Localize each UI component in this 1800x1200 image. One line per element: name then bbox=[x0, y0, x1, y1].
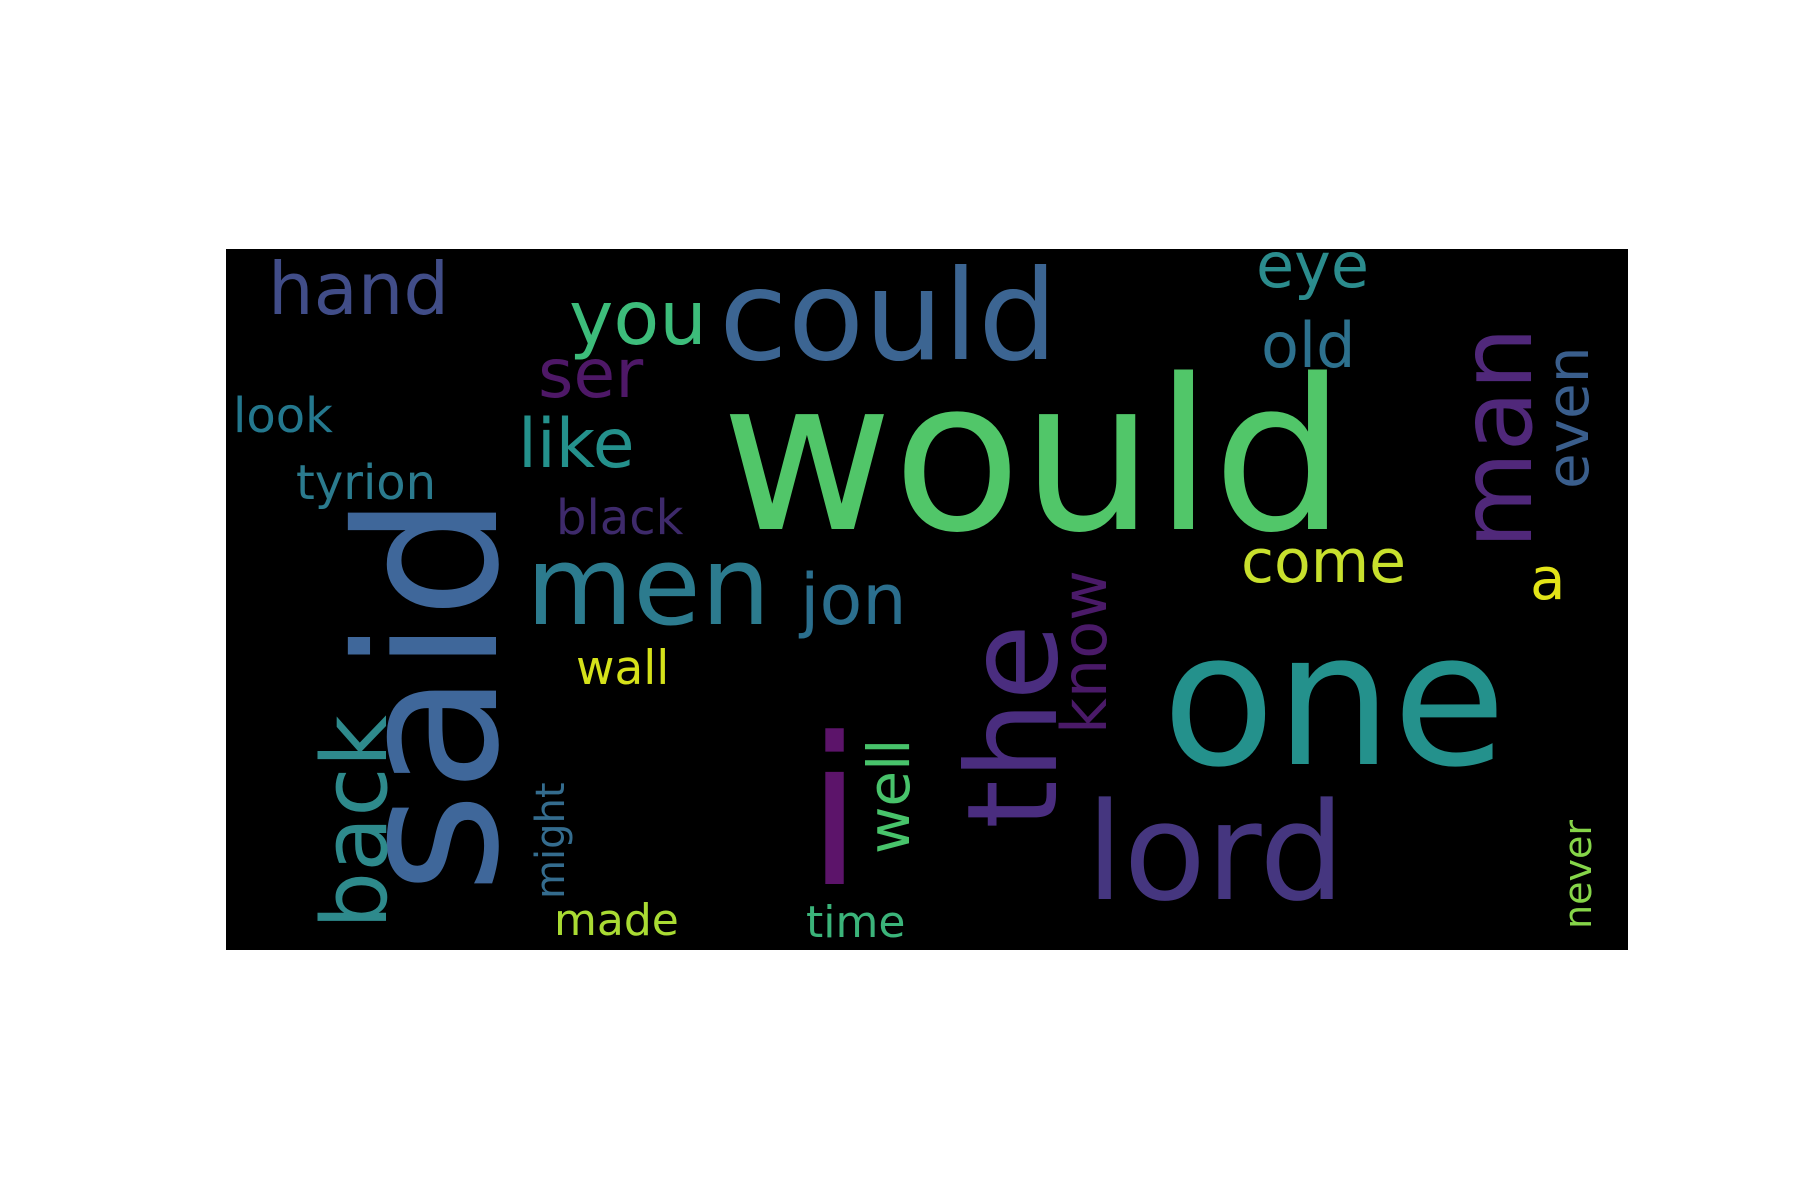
word-tyrion: tyrion bbox=[296, 455, 436, 511]
word-would: would bbox=[721, 334, 1346, 579]
word-time: time bbox=[806, 897, 905, 948]
word-know: know bbox=[1048, 570, 1121, 734]
word-men: men bbox=[526, 522, 771, 650]
word-ser: ser bbox=[538, 335, 643, 414]
word-might: might bbox=[528, 782, 574, 899]
word-come: come bbox=[1241, 527, 1406, 597]
word-made: made bbox=[554, 895, 679, 946]
word-a: a bbox=[1530, 545, 1566, 613]
word-said: said bbox=[315, 495, 542, 894]
word-you: you bbox=[569, 274, 707, 362]
word-lord: lord bbox=[1086, 774, 1345, 931]
word-cloud: would said one i could lord the man men back you ha… bbox=[226, 249, 1628, 950]
word-cloud-background bbox=[226, 249, 1628, 950]
word-like: like bbox=[518, 405, 635, 484]
word-the: the bbox=[941, 624, 1086, 829]
word-back: back bbox=[303, 715, 408, 929]
word-hand: hand bbox=[268, 249, 449, 331]
word-jon: jon bbox=[798, 559, 907, 641]
word-old: old bbox=[1261, 309, 1356, 382]
word-one: one bbox=[1162, 592, 1506, 808]
word-look: look bbox=[233, 388, 333, 444]
word-never: never bbox=[1556, 820, 1600, 929]
word-could: could bbox=[719, 249, 1058, 389]
word-eye: eye bbox=[1256, 249, 1369, 302]
word-well: well bbox=[855, 739, 923, 854]
word-wall: wall bbox=[576, 641, 669, 696]
word-man: man bbox=[1438, 327, 1555, 549]
word-black: black bbox=[556, 490, 684, 546]
word-i: i bbox=[806, 695, 863, 933]
word-even: even bbox=[1534, 347, 1602, 489]
